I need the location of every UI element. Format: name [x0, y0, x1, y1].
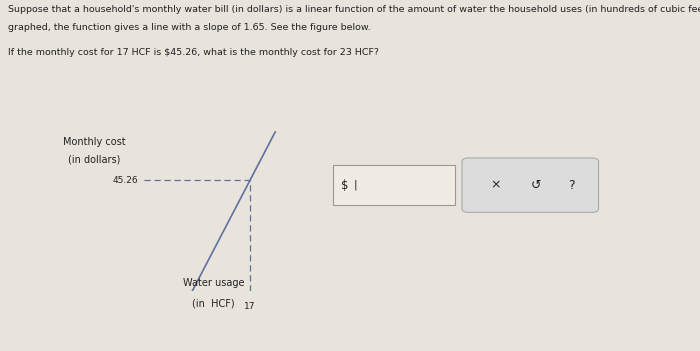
Text: ↺: ↺ — [531, 179, 542, 192]
Text: Water usage: Water usage — [183, 278, 244, 287]
Text: graphed, the function gives a line with a slope of 1.65. See the figure below.: graphed, the function gives a line with … — [8, 23, 371, 32]
Text: 45.26: 45.26 — [113, 176, 139, 185]
Text: If the monthly cost for 17 HCF is $45.26, what is the monthly cost for 23 HCF?: If the monthly cost for 17 HCF is $45.26… — [8, 48, 379, 58]
Text: 17: 17 — [244, 302, 256, 311]
Text: (in dollars): (in dollars) — [69, 155, 120, 165]
Text: ?: ? — [568, 179, 575, 192]
Text: |: | — [354, 180, 357, 190]
Text: Monthly cost: Monthly cost — [63, 137, 126, 147]
Text: Suppose that a household's monthly water bill (in dollars) is a linear function : Suppose that a household's monthly water… — [8, 5, 700, 14]
Text: $: $ — [341, 179, 349, 192]
Text: (in  HCF): (in HCF) — [193, 299, 235, 309]
Text: ×: × — [491, 179, 501, 192]
